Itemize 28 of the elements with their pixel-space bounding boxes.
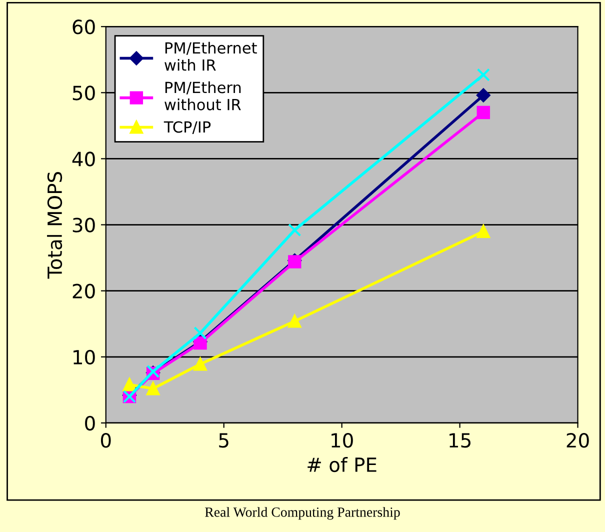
- text: Real World Computing Partnership: [205, 507, 400, 520]
- point: [288, 223, 302, 237]
- y-tick-label: 20: [72, 284, 95, 298]
- y-tick-label: 40: [72, 152, 95, 166]
- y-tick-label: 60: [72, 20, 95, 34]
- x-tick-label: 15: [450, 433, 470, 448]
- y-tick-label: 30: [72, 218, 95, 232]
- point: [122, 378, 136, 392]
- y-tick-label: 0: [85, 416, 95, 431]
- point: [476, 68, 490, 82]
- x-tick-label: 5: [219, 433, 228, 448]
- x-axis-title: # of PE: [308, 457, 376, 472]
- point: [146, 382, 160, 396]
- legend-label: PM/Ethernet with IR: [164, 42, 257, 71]
- point: [194, 326, 207, 340]
- legend-label: PM/Ethern without IR: [164, 81, 241, 110]
- point: [194, 358, 207, 371]
- point: [476, 106, 490, 120]
- legend-label: TCP/IP: [164, 121, 211, 134]
- point: [288, 314, 302, 328]
- y-tick-label: 10: [74, 350, 95, 365]
- x-tick-label: 10: [332, 433, 353, 448]
- y-tick-label: 50: [72, 86, 95, 100]
- point: [476, 224, 490, 238]
- x-tick-label: 20: [566, 433, 589, 448]
- point: [476, 88, 490, 102]
- x-tick-label: 0: [100, 433, 111, 448]
- y-axis-title: Total MOPS: [47, 172, 62, 279]
